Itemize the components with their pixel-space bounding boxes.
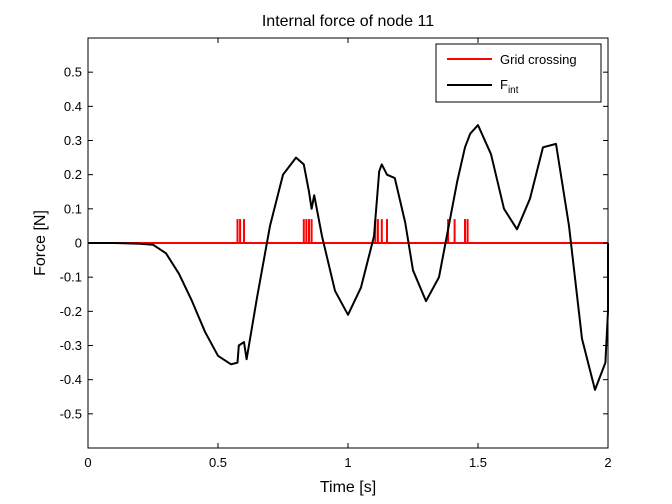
y-tick-label: -0.5 xyxy=(60,406,82,421)
x-axis-label: Time [s] xyxy=(320,479,376,496)
plot-area: 0 0.5 1 1.5 2 -0.5 -0.4 -0.3 -0.2 -0.1 0 0.1 0.2 0.3… xyxy=(60,37,612,470)
y-tick-label: -0.1 xyxy=(60,270,82,285)
y-axis-label: Force [N] xyxy=(32,210,49,276)
y-tick-label: 0.2 xyxy=(64,167,82,182)
legend-box xyxy=(435,43,602,103)
x-tick-label: 1.5 xyxy=(469,455,487,470)
y-tick-label: 0.4 xyxy=(64,99,82,114)
chart-title: Internal force of node 11 xyxy=(262,13,434,30)
y-tick-label: -0.3 xyxy=(60,338,82,353)
series-layer xyxy=(88,124,609,391)
y-tick-label: 0.5 xyxy=(64,65,82,80)
y-axis: -0.5 -0.4 -0.3 -0.2 -0.1 0 0.1 0.2 0.3 0.4 0.5 xyxy=(60,65,608,421)
y-tick-label: -0.4 xyxy=(60,372,82,387)
x-axis: 0 0.5 1 1.5 2 xyxy=(84,38,612,470)
y-tick-label: 0.3 xyxy=(64,133,82,148)
legend-label-grid-crossing: Grid crossing xyxy=(500,52,577,67)
y-tick-label: 0 xyxy=(75,236,82,251)
f-int-line xyxy=(88,124,609,391)
x-tick-label: 0.5 xyxy=(209,455,227,470)
legend-label-f-int-main: F xyxy=(500,77,508,92)
legend-label-f-int: Fint xyxy=(500,77,519,96)
legend-label-f-int-subscript: int xyxy=(508,85,519,96)
x-tick-label: 0 xyxy=(84,455,91,470)
y-tick-label: 0.1 xyxy=(64,201,82,216)
legend: Grid crossing Fint xyxy=(435,43,602,103)
y-tick-label: -0.2 xyxy=(60,304,82,319)
x-tick-label: 1 xyxy=(344,455,351,470)
x-tick-label: 2 xyxy=(604,455,611,470)
